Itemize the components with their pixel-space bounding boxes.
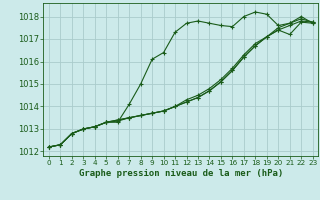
X-axis label: Graphe pression niveau de la mer (hPa): Graphe pression niveau de la mer (hPa) — [79, 169, 283, 178]
